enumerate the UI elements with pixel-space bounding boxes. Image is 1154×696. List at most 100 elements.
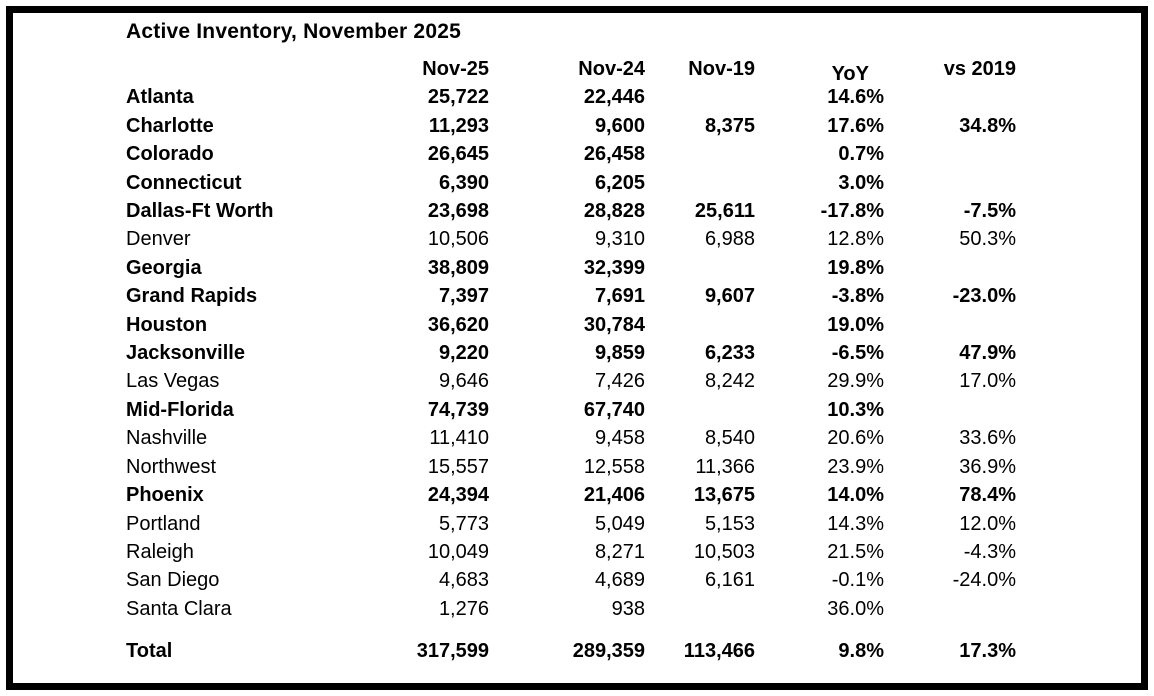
cell-yoy: 9.8% [838, 640, 884, 663]
cell-nov19 [645, 311, 755, 339]
cell-nov25: 317,599 [416, 640, 489, 663]
cell-yoy: 19.0% [827, 313, 884, 336]
cell-nov19 [645, 396, 755, 424]
cell-yoy: 21.5% [827, 540, 884, 563]
cell-vs2019 [884, 169, 1016, 197]
cell-nov24: 9,458 [594, 427, 645, 450]
cell-nov25: 11,410 [429, 427, 489, 450]
table-row: Dallas-Ft Worth 23,698 28,828 25,611 -17.8% -… [126, 197, 1016, 225]
row-label: Georgia [126, 256, 202, 279]
table-row: Charlotte 11,293 9,600 8,375 17.6% 34.8% [126, 112, 1016, 140]
cell-vs2019: -23.0% [952, 285, 1016, 308]
cell-nov25: 36,620 [427, 313, 489, 336]
cell-nov24: 7,691 [594, 285, 645, 308]
row-label: Phoenix [126, 484, 204, 507]
cell-vs2019: 33.6% [959, 427, 1016, 450]
table-row: Grand Rapids 7,397 7,691 9,607 -3.8% -23.0% [126, 282, 1016, 310]
cell-nov25: 23,698 [427, 200, 489, 223]
cell-nov19: 11,366 [695, 455, 755, 478]
cell-nov24: 5,049 [594, 512, 645, 535]
cell-nov19: 8,540 [704, 427, 755, 450]
cell-yoy: -0.1% [831, 569, 884, 592]
header-nov24: Nov-24 [578, 58, 645, 80]
table-content: Active Inventory, November 2025 Nov-25 N… [13, 13, 1141, 666]
cell-vs2019: 17.0% [959, 370, 1016, 393]
row-label: Northwest [126, 455, 217, 478]
row-label: Nashville [126, 427, 208, 450]
cell-yoy: -6.5% [831, 342, 884, 365]
cell-yoy: -17.8% [820, 200, 884, 223]
cell-nov25: 5,773 [438, 512, 489, 535]
table-row: Las Vegas 9,646 7,426 8,242 29.9% 17.0% [126, 367, 1016, 395]
cell-nov24: 9,310 [594, 228, 645, 251]
row-label: Connecticut [126, 171, 242, 194]
cell-vs2019: 78.4% [959, 484, 1016, 507]
table-header-row: Nov-25 Nov-24 Nov-19 YoY vs 2019 [126, 55, 1016, 85]
row-label: San Diego [126, 569, 220, 592]
cell-vs2019: 12.0% [959, 512, 1016, 535]
cell-nov19 [645, 83, 755, 111]
cell-nov19: 6,988 [704, 228, 755, 251]
row-label: Grand Rapids [126, 285, 258, 308]
cell-yoy: 17.6% [827, 114, 884, 137]
table-frame: Active Inventory, November 2025 Nov-25 N… [6, 6, 1148, 690]
table-row: Houston 36,620 30,784 19.0% [126, 311, 1016, 339]
table-row: Denver 10,506 9,310 6,988 12.8% 50.3% [126, 225, 1016, 253]
cell-yoy: 0.7% [838, 143, 884, 166]
cell-yoy: 19.8% [827, 256, 884, 279]
table-row: Nashville 11,410 9,458 8,540 20.6% 33.6% [126, 424, 1016, 452]
header-nov25: Nov-25 [422, 58, 489, 80]
cell-vs2019 [884, 396, 1016, 424]
header-vs2019: vs 2019 [943, 58, 1016, 80]
table-row: Mid-Florida 74,739 67,740 10.3% [126, 396, 1016, 424]
row-label: Santa Clara [126, 597, 232, 620]
row-label: Total [126, 640, 173, 663]
row-label: Dallas-Ft Worth [126, 200, 274, 223]
table-row: Colorado 26,645 26,458 0.7% [126, 140, 1016, 168]
row-label: Jacksonville [126, 342, 245, 365]
cell-nov24: 6,205 [594, 171, 645, 194]
row-label: Raleigh [126, 540, 194, 563]
header-yoy: YoY [755, 55, 884, 85]
cell-nov19: 6,161 [704, 569, 755, 592]
table-row: Jacksonville 9,220 9,859 6,233 -6.5% 47.9% [126, 339, 1016, 367]
cell-nov19: 13,675 [693, 484, 755, 507]
cell-nov24: 28,828 [583, 200, 645, 223]
cell-nov25: 6,390 [438, 171, 489, 194]
cell-nov25: 25,722 [427, 86, 489, 109]
cell-vs2019 [884, 140, 1016, 168]
row-label: Colorado [126, 143, 214, 166]
cell-vs2019: 47.9% [959, 342, 1016, 365]
cell-nov19: 5,153 [704, 512, 755, 535]
cell-nov24: 32,399 [583, 256, 645, 279]
cell-vs2019: -7.5% [963, 200, 1016, 223]
header-nov19: Nov-19 [688, 58, 755, 80]
header-city [126, 55, 366, 83]
cell-yoy: 12.8% [827, 228, 884, 251]
cell-nov25: 7,397 [438, 285, 489, 308]
row-label: Mid-Florida [126, 398, 234, 421]
cell-nov19: 9,607 [704, 285, 755, 308]
cell-vs2019: 34.8% [959, 114, 1016, 137]
row-label: Charlotte [126, 114, 214, 137]
cell-nov25: 24,394 [427, 484, 489, 507]
header-yoy-label: YoY [831, 63, 869, 85]
table-body: Atlanta 25,722 22,446 14.6% Charlotte 11,293 9… [126, 83, 1016, 665]
cell-nov25: 26,645 [427, 143, 489, 166]
cell-nov19: 6,233 [704, 342, 755, 365]
cell-nov19 [645, 595, 755, 623]
cell-nov19: 8,375 [704, 114, 755, 137]
cell-nov25: 15,557 [427, 455, 489, 478]
cell-vs2019: -4.3% [963, 540, 1016, 563]
cell-nov25: 11,293 [428, 114, 489, 137]
cell-yoy: 14.3% [827, 512, 884, 535]
cell-nov24: 8,271 [594, 540, 645, 563]
cell-nov24: 21,406 [583, 484, 645, 507]
row-label: Atlanta [126, 86, 194, 109]
table-row: Northwest 15,557 12,558 11,366 23.9% 36.9% [126, 453, 1016, 481]
row-label: Denver [126, 228, 191, 251]
table-row: Portland 5,773 5,049 5,153 14.3% 12.0% [126, 510, 1016, 538]
cell-nov19: 25,611 [694, 200, 755, 223]
cell-nov19: 113,466 [683, 640, 755, 663]
cell-yoy: 14.0% [827, 484, 884, 507]
